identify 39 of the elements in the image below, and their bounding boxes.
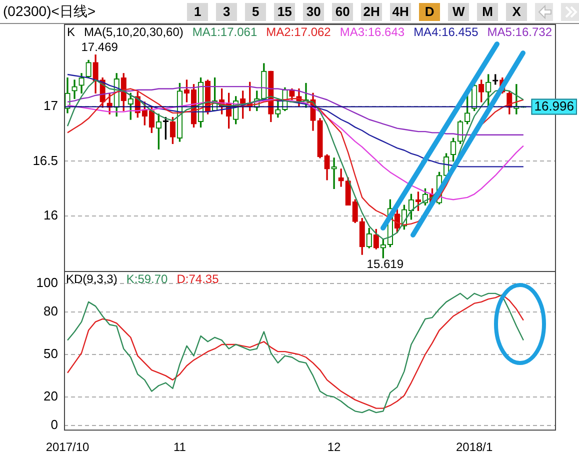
text: MA2:17.062 <box>266 25 331 39</box>
y-tick-label: 16.5 <box>32 152 58 168</box>
y-tick-label: 0 <box>50 416 58 432</box>
text: 15 <box>274 2 296 20</box>
text: 1 <box>187 2 208 20</box>
y-tick-label: 50 <box>44 346 58 361</box>
y-tick-label: 20 <box>44 388 58 404</box>
text: D <box>419 2 440 20</box>
text: 5 <box>245 2 266 20</box>
y-tick-label: 17 <box>44 98 58 113</box>
text: 2H <box>361 2 382 20</box>
annotation: K <box>66 25 75 39</box>
y-tick-label: 16 <box>44 208 58 223</box>
text: MA3:16.643 <box>340 25 405 39</box>
text: (02300)<日线> <box>3 2 97 20</box>
text: 60 <box>332 2 354 20</box>
text: W <box>448 2 470 20</box>
text: MA5:16.732 <box>487 25 552 39</box>
x-tick-label: 2018/1 <box>456 440 494 454</box>
x-tick-label: 12 <box>327 440 342 454</box>
annotation: 17.469 <box>81 40 118 54</box>
y-tick-label: 100 <box>36 275 58 290</box>
text: M <box>477 2 498 20</box>
ref-line-label: 16.996 <box>534 98 574 114</box>
text: 30 <box>303 2 324 20</box>
annotation: MA(5,10,20,30,60) <box>84 25 184 39</box>
text: MA1:17.061 <box>192 25 258 39</box>
text: 4H <box>390 2 412 20</box>
candlestick <box>338 168 344 187</box>
text: D:74.35 <box>176 272 219 286</box>
text: 3 <box>216 2 238 20</box>
text: MA4:16.455 <box>414 25 478 39</box>
annotation: 15.619 <box>366 257 404 272</box>
y-tick-label: 80 <box>44 303 58 318</box>
x-tick-label: 11 <box>174 440 186 454</box>
text: X <box>506 2 528 20</box>
x-tick-label: 2017/10 <box>46 440 90 454</box>
text: K:59.70 <box>126 272 168 286</box>
annotation: KD(9,3,3) <box>66 272 118 286</box>
